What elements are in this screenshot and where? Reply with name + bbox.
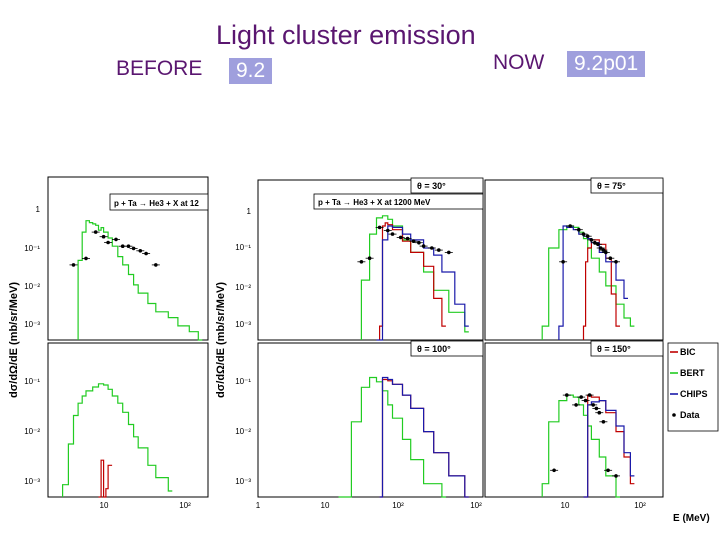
now-bottom-ytick: 10⁻² bbox=[235, 427, 251, 436]
now-panel-4-angle-label: θ = 150° bbox=[597, 344, 631, 354]
before-version-badge: 9.2 bbox=[229, 58, 273, 84]
before-xtick: 10² bbox=[179, 501, 191, 510]
now-top-ytick: 1 bbox=[247, 207, 252, 216]
now-panel-4-bert-line bbox=[541, 394, 620, 498]
now-panel-1-chips-line bbox=[376, 225, 469, 341]
now-xtick: 10 bbox=[561, 501, 570, 510]
now-panel-2-frame bbox=[484, 179, 664, 341]
now-panel-4-frame bbox=[484, 342, 664, 498]
now-panel-3-bert-line bbox=[338, 376, 446, 498]
now-xlabel: E (MeV) bbox=[673, 513, 710, 524]
now-panel-1-angle-label: θ = 30° bbox=[417, 181, 446, 191]
before-top-ytick: 10⁻³ bbox=[24, 320, 40, 329]
now-top-ytick: 10⁻² bbox=[235, 283, 251, 292]
now-plot-title: p + Ta → He3 + X at 1200 MeV bbox=[318, 198, 431, 207]
legend-label-chips: CHIPS bbox=[680, 389, 708, 399]
now-version-badge: 9.2p01 bbox=[567, 51, 646, 77]
now-panel-3-angle-box bbox=[410, 340, 484, 357]
now-bottom-ytick: 10⁻³ bbox=[235, 477, 251, 486]
now-ylabel: dσ/dΩ/dE (mb/sr/MeV) bbox=[215, 282, 227, 398]
legend-label-bic: BIC bbox=[680, 347, 696, 357]
legend-label-bert: BERT bbox=[680, 368, 705, 378]
before-ylabel: dσ/dΩ/dE (mb/sr/MeV) bbox=[8, 282, 20, 398]
before-title-box bbox=[109, 193, 209, 211]
before-xtick: 10 bbox=[100, 501, 109, 510]
before-top-frame bbox=[47, 176, 209, 341]
before-bottom-bic-line bbox=[98, 459, 113, 498]
before-top-ytick: 10⁻¹ bbox=[24, 244, 40, 253]
now-panel-1-frame bbox=[257, 179, 484, 341]
now-top-ytick: 10⁻³ bbox=[235, 320, 251, 329]
before-bottom-bert-line bbox=[62, 383, 173, 497]
before-bottom-ytick: 10⁻¹ bbox=[24, 377, 40, 386]
now-panel-2-bert-line bbox=[541, 225, 635, 340]
now-panel-1-angle-box bbox=[410, 177, 484, 194]
before-bottom-frame bbox=[47, 342, 209, 498]
before-top-ytick: 1 bbox=[36, 205, 41, 214]
before-bottom-ytick: 10⁻² bbox=[24, 427, 40, 436]
now-panel-4-angle-box bbox=[590, 340, 664, 357]
slide-title: Light cluster emission bbox=[216, 20, 476, 50]
now-top-ytick: 10⁻¹ bbox=[235, 243, 251, 252]
before-bottom-ytick: 10⁻³ bbox=[24, 477, 40, 486]
now-bottom-ytick: 10⁻¹ bbox=[235, 377, 251, 386]
before-top-bert-line bbox=[77, 220, 203, 341]
now-xtick: 10² bbox=[634, 501, 646, 510]
now-panel-3-chips-line bbox=[379, 376, 469, 498]
before-top-ytick: 10⁻² bbox=[24, 282, 40, 291]
now-panel-1-bert-line bbox=[360, 215, 469, 340]
now-xtick: 10² bbox=[392, 501, 404, 510]
legend-box bbox=[667, 342, 719, 432]
now-title-box bbox=[313, 193, 484, 210]
now-panel-4-chips-line bbox=[583, 400, 635, 498]
now-panel-2-angle-label: θ = 75° bbox=[597, 181, 626, 191]
now-panel-2-angle-box bbox=[590, 177, 664, 194]
before-label: BEFORE bbox=[116, 57, 203, 80]
before-plot-title: p + Ta → He3 + X at 12 bbox=[114, 199, 199, 208]
now-xtick: 10² bbox=[470, 501, 482, 510]
now-xtick: 10 bbox=[321, 501, 330, 510]
now-panel-3-angle-label: θ = 100° bbox=[417, 344, 451, 354]
now-panel-2-bic-line bbox=[582, 239, 620, 340]
legend-swatch-data bbox=[672, 413, 676, 417]
legend-label-data: Data bbox=[680, 410, 701, 420]
now-label: NOW bbox=[493, 51, 545, 74]
now-xtick: 1 bbox=[256, 501, 261, 510]
now-panel-3-frame bbox=[257, 342, 484, 498]
